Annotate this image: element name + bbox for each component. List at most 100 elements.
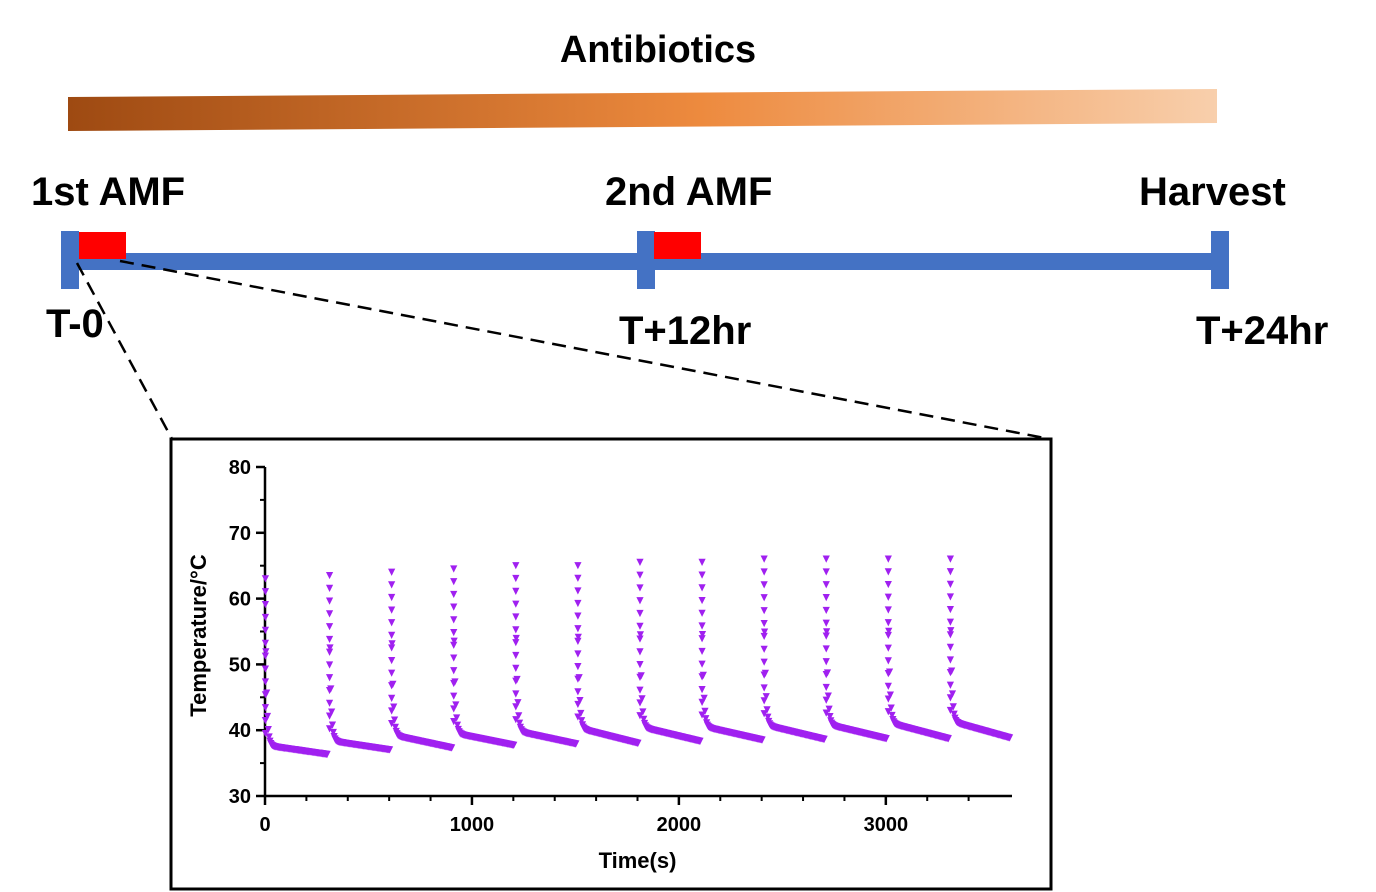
temperature-point bbox=[634, 739, 642, 747]
temperature-point bbox=[390, 716, 399, 724]
temperature-chart: 30 40 50 60 70 80 0 1000 2000 3000 Time(s) Temper… bbox=[186, 457, 1014, 873]
x-axis-label: Time(s) bbox=[599, 848, 677, 873]
temperature-point bbox=[450, 628, 458, 637]
temperature-point bbox=[329, 728, 337, 737]
inset-chart-frame bbox=[169, 437, 1053, 891]
temperature-point bbox=[325, 610, 334, 618]
temperature-point bbox=[640, 715, 648, 723]
x-tick-label: 0 bbox=[259, 814, 270, 836]
temperature-point bbox=[822, 555, 830, 563]
temperature-point bbox=[325, 674, 334, 682]
temperature-point bbox=[261, 626, 270, 635]
temperature-point bbox=[760, 568, 768, 576]
y-tick-label: 40 bbox=[229, 720, 251, 742]
temperature-point bbox=[822, 594, 830, 602]
temperature-point bbox=[575, 674, 583, 682]
temperature-point bbox=[326, 644, 334, 652]
temperature-point bbox=[761, 669, 769, 678]
temperature-point bbox=[261, 665, 270, 673]
temperature-point bbox=[512, 639, 520, 647]
temperature-point bbox=[323, 750, 331, 759]
temperature-point bbox=[886, 691, 894, 699]
temperature-point bbox=[385, 746, 394, 754]
temperature-point bbox=[388, 606, 396, 614]
temperature-point bbox=[636, 584, 644, 592]
temperature-point bbox=[636, 609, 644, 618]
temperature-point bbox=[825, 705, 833, 713]
temperature-point bbox=[263, 712, 272, 721]
temperature-point bbox=[946, 681, 954, 689]
temperature-point bbox=[884, 580, 892, 589]
temperature-point bbox=[390, 703, 398, 711]
event-label-harvest: Harvest bbox=[1139, 170, 1286, 214]
temperature-point bbox=[450, 616, 458, 624]
temperature-point bbox=[388, 568, 396, 576]
temperature-point bbox=[450, 590, 458, 599]
temperature-point bbox=[576, 696, 584, 705]
y-tick-label: 80 bbox=[229, 457, 251, 479]
temperature-point bbox=[264, 725, 272, 734]
temperature-point bbox=[637, 672, 645, 680]
temperature-point bbox=[701, 707, 709, 715]
temperature-point bbox=[884, 682, 892, 690]
temperature-point bbox=[824, 692, 832, 700]
temperature-point bbox=[884, 644, 892, 652]
temperature-point bbox=[948, 667, 956, 675]
temperature-point bbox=[388, 581, 396, 589]
temperature-point bbox=[639, 708, 647, 716]
temperature-point bbox=[328, 708, 336, 716]
temperature-point bbox=[327, 685, 335, 693]
temperature-point bbox=[512, 613, 520, 621]
temperature-point bbox=[698, 609, 706, 617]
temperature-point bbox=[698, 596, 706, 605]
temperature-point bbox=[636, 558, 644, 567]
temperature-point bbox=[512, 562, 520, 570]
temperature-point bbox=[513, 675, 521, 684]
temperature-point bbox=[946, 580, 954, 588]
temperature-point bbox=[760, 684, 768, 692]
temperature-point bbox=[698, 711, 706, 719]
temperature-point bbox=[450, 637, 458, 645]
temperature-point bbox=[944, 735, 952, 743]
temperature-point bbox=[574, 662, 582, 671]
temperature-point bbox=[574, 625, 582, 633]
temperature-point bbox=[388, 644, 396, 652]
temperature-point bbox=[328, 721, 337, 729]
temperature-point bbox=[636, 622, 644, 630]
temperature-point bbox=[946, 593, 954, 601]
amf-block-2 bbox=[654, 232, 701, 259]
y-tick-label: 70 bbox=[229, 523, 251, 545]
temperature-point bbox=[764, 713, 772, 721]
temperature-point bbox=[325, 597, 334, 605]
temperature-point bbox=[822, 709, 830, 717]
temperature-point bbox=[1005, 734, 1014, 742]
temperature-point bbox=[325, 648, 334, 656]
temperature-point bbox=[698, 622, 706, 630]
temperature-point bbox=[636, 648, 644, 656]
temperature-point bbox=[946, 656, 954, 664]
temperature-point bbox=[325, 571, 334, 580]
temperature-point bbox=[698, 571, 706, 579]
temperature-point bbox=[515, 719, 524, 727]
temperature-point bbox=[512, 587, 520, 595]
temperature-point bbox=[884, 657, 892, 665]
time-label-t24: T+24hr bbox=[1196, 309, 1328, 353]
x-tick-label: 3000 bbox=[864, 814, 909, 836]
temperature-point bbox=[698, 635, 706, 643]
amf-block-1 bbox=[79, 232, 126, 259]
temperature-point bbox=[699, 671, 707, 679]
temperature-point bbox=[946, 568, 954, 576]
temperature-point bbox=[882, 735, 890, 743]
temperature-point bbox=[572, 740, 580, 748]
temperature-point bbox=[263, 689, 271, 697]
temperature-point bbox=[636, 631, 644, 639]
temperature-point bbox=[512, 634, 520, 643]
temperature-point bbox=[636, 571, 644, 579]
temperature-point bbox=[950, 710, 958, 718]
temperature-point bbox=[453, 714, 461, 722]
temperature-point bbox=[388, 656, 396, 665]
antibiotics-gradient-bar bbox=[68, 89, 1217, 131]
temperature-point bbox=[574, 599, 582, 608]
temperature-point bbox=[261, 704, 270, 712]
temperature-point bbox=[948, 690, 957, 698]
